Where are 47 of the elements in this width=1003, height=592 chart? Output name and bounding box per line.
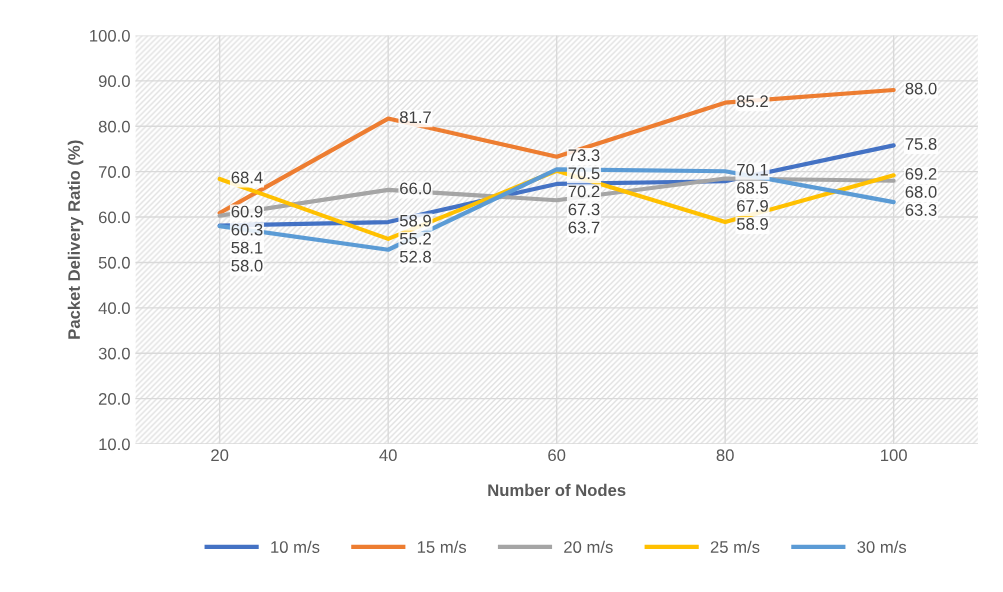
legend-label: 15 m/s — [417, 540, 467, 553]
y-tick-label: 40.0 — [98, 302, 130, 315]
x-tick-label: 40 — [379, 449, 397, 462]
data-label: 58.0 — [231, 259, 263, 272]
y-tick-label: 10.0 — [99, 438, 130, 451]
data-label: 66.0 — [400, 182, 432, 195]
data-label: 68.5 — [737, 181, 769, 194]
y-axis-title: Packet Delivery Ratio (%) — [67, 140, 84, 339]
y-tick-label: 90.0 — [98, 75, 130, 88]
data-label: 73.3 — [568, 149, 600, 162]
data-label: 75.8 — [905, 138, 937, 150]
data-label: 58.9 — [399, 214, 431, 227]
data-label: 70.2 — [568, 185, 600, 198]
y-tick-label: 80.0 — [98, 120, 130, 133]
legend-label: 10 m/s — [271, 540, 320, 553]
legend-label: 30 m/s — [857, 540, 907, 553]
y-tick-label: 20.0 — [98, 393, 130, 405]
data-label: 88.0 — [905, 82, 937, 95]
x-axis-title: Number of Nodes — [488, 483, 626, 497]
x-tick-label: 60 — [548, 449, 566, 462]
data-label: 52.8 — [399, 250, 431, 263]
data-label: 60.3 — [231, 223, 263, 236]
data-label: 70.1 — [737, 163, 768, 176]
legend-label: 20 m/s — [564, 540, 613, 553]
y-tick-label: 50.0 — [98, 256, 130, 269]
data-label: 63.7 — [568, 221, 600, 234]
data-label: 58.1 — [231, 241, 263, 254]
y-tick-label: 60.0 — [98, 211, 130, 224]
y-tick-label: 100.0 — [90, 29, 130, 42]
y-tick-label: 30.0 — [98, 347, 130, 360]
data-label: 60.9 — [231, 205, 263, 218]
legend-label: 25 m/s — [710, 540, 760, 553]
data-label: 63.3 — [905, 204, 937, 216]
data-label: 67.9 — [737, 200, 768, 212]
x-tick-label: 20 — [211, 449, 229, 462]
data-label: 58.9 — [736, 218, 768, 230]
x-tick-label: 80 — [716, 449, 734, 462]
data-label: 70.5 — [568, 167, 600, 180]
data-label: 85.2 — [737, 95, 768, 108]
data-label: 81.7 — [400, 111, 431, 124]
data-label: 55.2 — [399, 232, 431, 245]
y-tick-label: 70.0 — [98, 166, 130, 178]
x-tick-label: 100 — [881, 449, 907, 462]
data-label: 67.3 — [568, 203, 600, 216]
data-label: 69.2 — [905, 167, 937, 180]
data-label: 68.4 — [231, 171, 263, 184]
data-label: 68.0 — [905, 186, 937, 198]
